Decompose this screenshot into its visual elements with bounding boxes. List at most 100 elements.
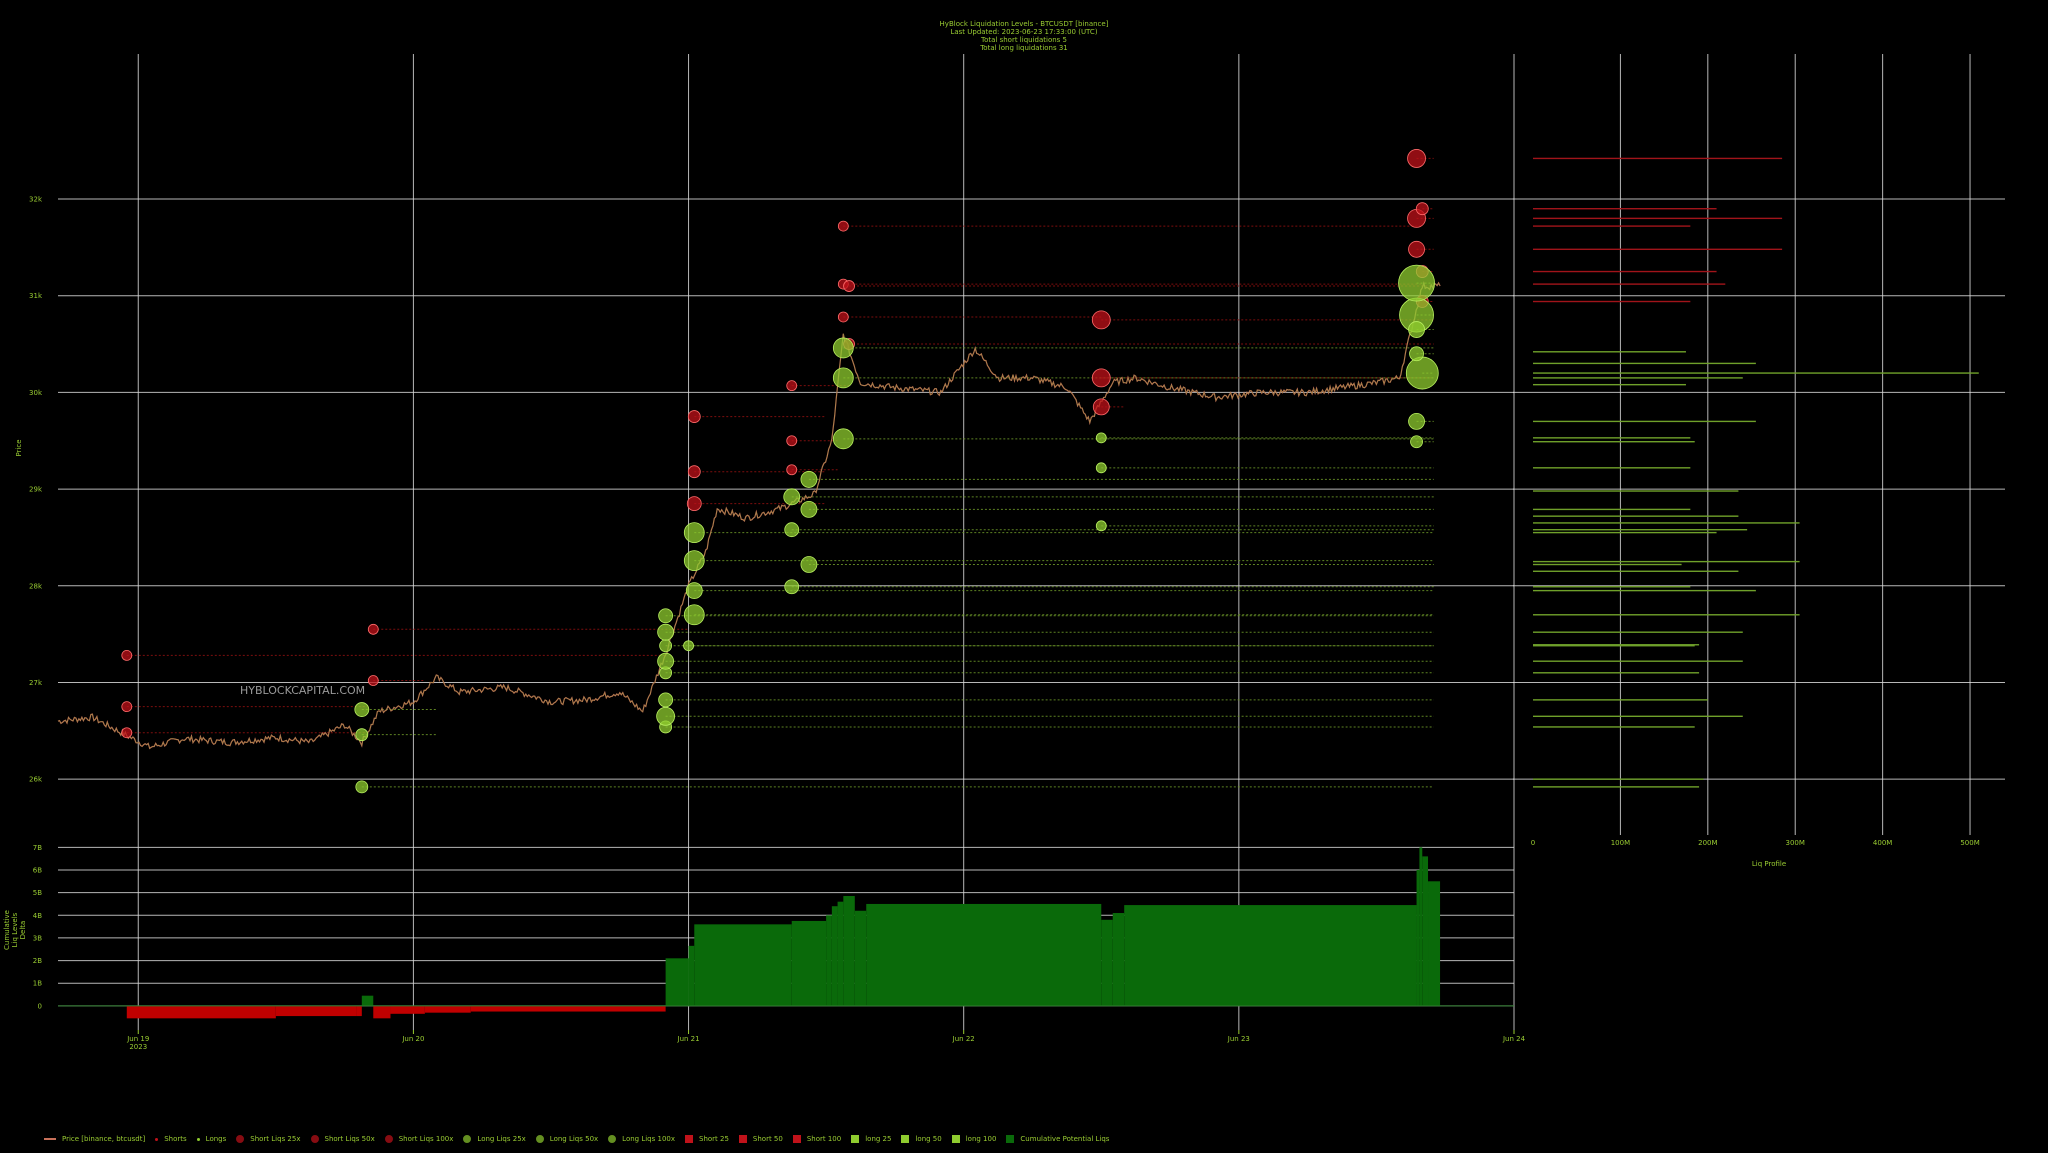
legend-item[interactable]: Long Liqs 100x [608,1135,675,1143]
legend-item[interactable]: Shorts [155,1135,187,1143]
cum-delta-segment [470,1005,666,1012]
long-liq-circle [1405,356,1439,390]
cum-y-tick-label: 4B [33,912,42,920]
profile-short-bar [1533,248,1783,251]
chart-title-line-1: HyBlock Liquidation Levels - BTCUSDT [bi… [939,20,1109,28]
profile-x-tick-label: 100M [1611,839,1630,847]
profile-long-bar [1533,786,1700,788]
long-liq-circle [832,337,854,359]
short-liq-circle [1091,368,1111,388]
short-liq-circle [1092,398,1110,416]
short-liq-circle [1407,149,1426,168]
legend-square-swatch [1006,1135,1015,1143]
legend-item[interactable]: Long Liqs 25x [463,1135,526,1143]
short-liq-circle [367,623,379,635]
profile-long-bar [1533,644,1700,646]
short-liq-circle [121,649,133,661]
legend-circle-swatch [608,1135,617,1143]
cum-y-axis-label: Liq Levels [11,912,19,947]
profile-long-bar [1533,614,1800,616]
cum-y-axis-label: Cumulative [3,910,11,950]
long-liq-circle [685,582,703,600]
legend-item[interactable]: long 50 [901,1135,942,1143]
profile-long-bar [1533,631,1743,633]
profile-long-bar [1533,508,1691,511]
short-liq-circle [121,727,133,739]
price-line [57,280,1441,750]
legend-dot-swatch [196,1137,200,1141]
x-tick-year-label: 2023 [129,1043,147,1051]
y-tick-label: 31k [29,292,43,300]
legend-item[interactable]: Short Liqs 50x [310,1135,375,1143]
profile-long-bar [1533,586,1691,588]
legend-label: Short Liqs 100x [398,1135,454,1143]
profile-short-bar [1533,283,1726,285]
profile-long-bar [1533,699,1708,701]
profile-long-bar [1533,362,1756,365]
cum-delta-segment [1422,856,1429,1006]
long-liq-circle [784,522,800,538]
short-liq-circle [786,435,798,447]
legend-item[interactable]: Short 25 [685,1135,729,1143]
legend-circle-swatch [384,1135,393,1143]
profile-x-tick-label: 300M [1786,839,1805,847]
cum-delta-segment [390,1005,425,1014]
cum-delta-segment [1428,881,1441,1006]
long-liq-circle [659,639,673,653]
long-liq-circle [832,428,854,450]
short-liq-circle [687,410,701,423]
cum-delta-segment [373,1005,391,1019]
profile-long-bar [1533,437,1691,439]
cum-delta-segment [831,906,838,1006]
cum-y-tick-label: 5B [33,889,42,897]
cum-delta-segment [791,920,827,1006]
long-liq-circle [656,706,676,726]
y-tick-label: 29k [29,486,43,494]
legend-label: Short 25 [699,1135,729,1143]
legend-label: Cumulative Potential Liqs [1020,1135,1110,1143]
legend-item[interactable]: Longs [196,1135,226,1143]
long-liq-circle [1408,321,1425,338]
legend-item[interactable]: Cumulative Potential Liqs [1006,1135,1109,1143]
chart-title-line-2: Last Updated: 2023-06-23 17:33:00 (UTC) [950,28,1098,36]
cum-delta-segment [1419,847,1423,1006]
legend-item[interactable]: Short 100 [792,1135,841,1143]
legend-square-swatch [738,1135,747,1143]
legend-circle-swatch [535,1135,544,1143]
long-liq-circle [783,488,801,506]
legend-label: Short Liqs 25x [250,1135,301,1143]
short-liq-circle [687,465,701,479]
y-tick-label: 28k [29,582,43,590]
long-liq-circle [1095,432,1107,444]
chart-title-line-4: Total long liquidations 31 [980,44,1068,52]
profile-long-bar [1533,529,1748,531]
short-liq-circle [1091,310,1111,330]
y-tick-label: 26k [29,776,43,784]
profile-long-bar [1533,560,1800,563]
short-liq-circle [1415,202,1429,216]
cum-delta-segment [854,910,867,1006]
legend-label: long 100 [965,1135,997,1143]
profile-x-tick-label: 0 [1531,839,1535,847]
legend-item[interactable]: long 25 [851,1135,891,1143]
legend-line-swatch [44,1138,56,1140]
legend-square-swatch [951,1135,960,1143]
legend-item[interactable]: long 100 [951,1135,997,1143]
legend-item[interactable]: Long Liqs 50x [535,1135,598,1143]
legend-item[interactable]: Short 50 [738,1135,783,1143]
legend-item[interactable]: Short Liqs 100x [384,1135,454,1143]
legend-label: Short Liqs 50x [324,1135,375,1143]
profile-long-bar [1533,372,1979,374]
profile-short-bar [1533,157,1783,160]
cum-delta-segment [866,903,1102,1006]
watermark: HYBLOCKCAPITAL.COM [240,684,365,697]
legend-item[interactable]: Price [binance, btcusdt] [44,1135,145,1143]
short-liq-circle [686,496,702,511]
profile-long-bar [1533,351,1686,353]
legend-square-swatch [792,1135,801,1143]
legend-circle-swatch [463,1135,472,1143]
legend-item[interactable]: Short Liqs 25x [236,1135,301,1143]
legend-square-swatch [901,1135,910,1143]
profile-long-bar [1533,660,1743,662]
